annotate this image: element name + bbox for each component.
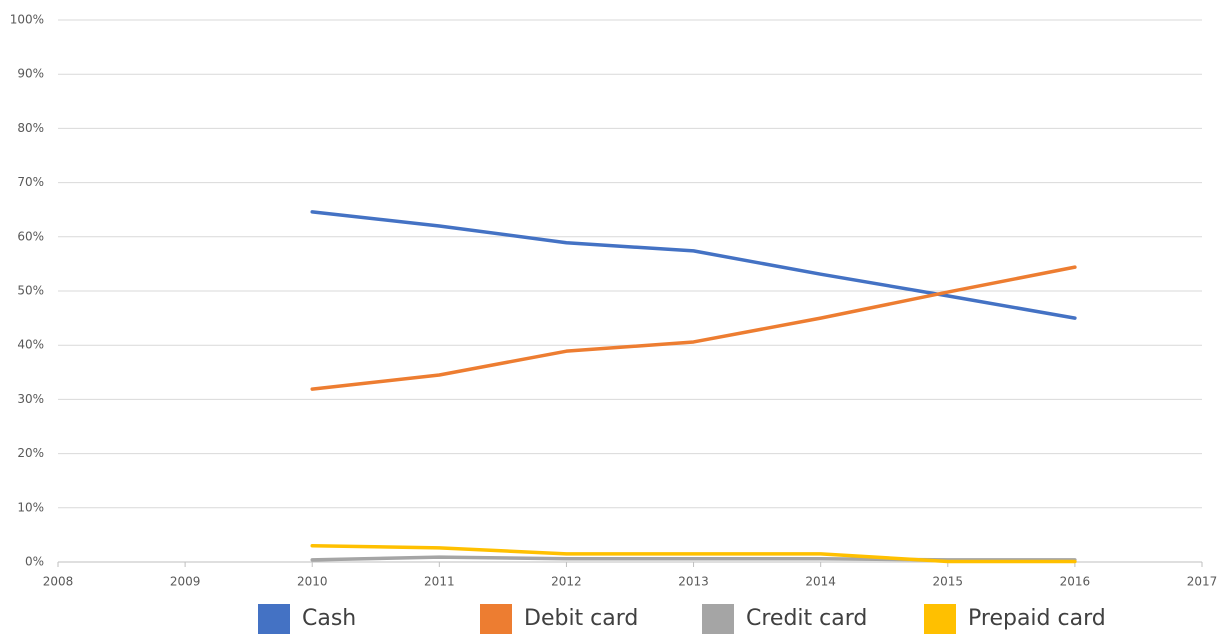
legend-label: Debit card	[524, 606, 638, 631]
y-tick-label: 90%	[17, 67, 44, 81]
series-line	[310, 265, 1077, 391]
x-tick-label: 2014	[805, 575, 836, 589]
x-tick-label: 2017	[1187, 575, 1218, 589]
y-tick-label: 10%	[17, 500, 44, 514]
x-tick-label: 2008	[43, 575, 74, 589]
series-line	[310, 543, 1077, 564]
y-tick-label: 60%	[17, 229, 44, 243]
legend-label: Credit card	[746, 606, 867, 631]
legend-label: Cash	[302, 606, 356, 631]
series-line	[310, 555, 1077, 562]
y-tick-label: 70%	[17, 175, 44, 189]
y-tick-label: 80%	[17, 121, 44, 135]
x-tick-label: 2013	[678, 575, 709, 589]
series-line	[310, 210, 1077, 320]
x-tick-label: 2010	[297, 575, 328, 589]
y-tick-label: 0%	[25, 555, 44, 569]
y-tick-label: 50%	[17, 284, 44, 298]
x-tick-label: 2012	[551, 575, 582, 589]
legend-swatch	[924, 604, 956, 634]
legend-label: Prepaid card	[968, 606, 1106, 631]
x-tick-label: 2011	[424, 575, 455, 589]
x-tick-label: 2015	[933, 575, 964, 589]
y-tick-label: 20%	[17, 446, 44, 460]
y-tick-label: 30%	[17, 392, 44, 406]
legend-swatch	[258, 604, 290, 634]
x-tick-label: 2016	[1060, 575, 1091, 589]
legend-swatch	[702, 604, 734, 634]
y-tick-label: 100%	[10, 13, 44, 27]
y-tick-label: 40%	[17, 338, 44, 352]
x-tick-label: 2009	[170, 575, 201, 589]
legend-swatch	[480, 604, 512, 634]
